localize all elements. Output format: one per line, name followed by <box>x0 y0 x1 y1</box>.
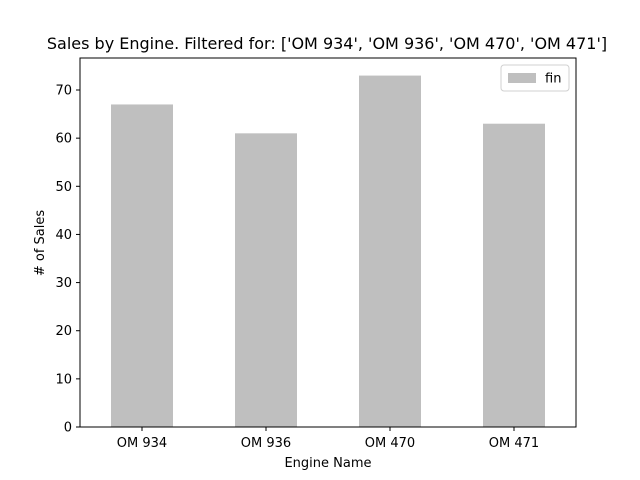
x-tick-label: OM 471 <box>489 436 539 451</box>
y-tick-label: 50 <box>55 180 72 195</box>
bar-om-934 <box>111 104 173 428</box>
plot-area-frame <box>79 57 577 428</box>
x-tick-label: OM 936 <box>241 436 291 451</box>
legend-swatch <box>508 73 536 83</box>
y-axis-label: # of Sales <box>33 210 48 277</box>
bar-om-471 <box>483 123 545 427</box>
legend-label: fin <box>545 72 561 87</box>
x-tick-label: OM 934 <box>117 436 167 451</box>
bar-om-936 <box>235 133 297 427</box>
x-axis-label: Engine Name <box>284 456 371 471</box>
y-axis-ticks: 0 10 20 30 40 50 60 70 <box>55 84 80 436</box>
bars-group <box>111 75 545 428</box>
bar-om-470 <box>359 75 421 428</box>
x-tick-label: OM 470 <box>365 436 415 451</box>
y-tick-label: 0 <box>64 421 72 436</box>
y-tick-label: 70 <box>55 84 72 99</box>
y-tick-label: 20 <box>55 324 72 339</box>
x-axis-ticks: OM 934 OM 936 OM 470 OM 471 <box>117 427 539 451</box>
y-tick-label: 10 <box>55 372 72 387</box>
legend: fin <box>500 64 570 92</box>
chart-title: Sales by Engine. Filtered for: ['OM 934'… <box>47 34 607 53</box>
y-tick-label: 40 <box>55 228 72 243</box>
y-tick-label: 30 <box>55 276 72 291</box>
y-tick-label: 60 <box>55 132 72 147</box>
